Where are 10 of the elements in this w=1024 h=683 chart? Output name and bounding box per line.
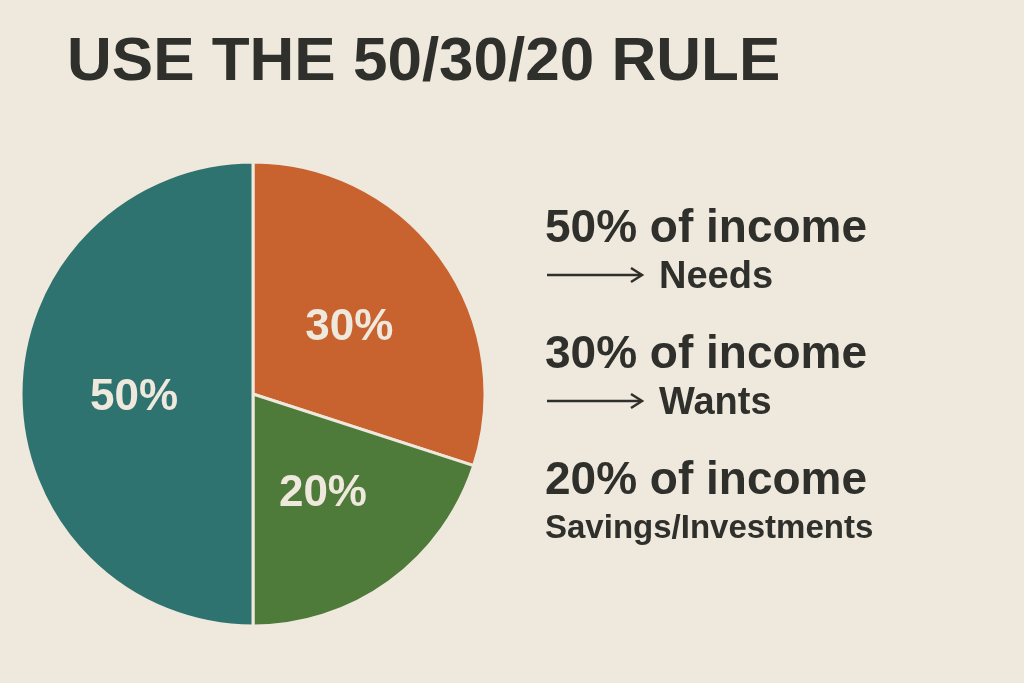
text: Savings/Investments — [545, 507, 874, 547]
text: Wants — [659, 379, 772, 424]
data-label: 30% — [305, 299, 394, 349]
text: Needs — [659, 253, 774, 298]
text: 20% of income — [545, 452, 869, 504]
chart-title: USE THE 50/30/20 RULE — [67, 23, 781, 93]
data-label: 20% — [278, 465, 367, 515]
text: 30% of income — [545, 326, 869, 378]
text: 50% of income — [545, 200, 869, 252]
data-label: 50% — [89, 369, 179, 419]
